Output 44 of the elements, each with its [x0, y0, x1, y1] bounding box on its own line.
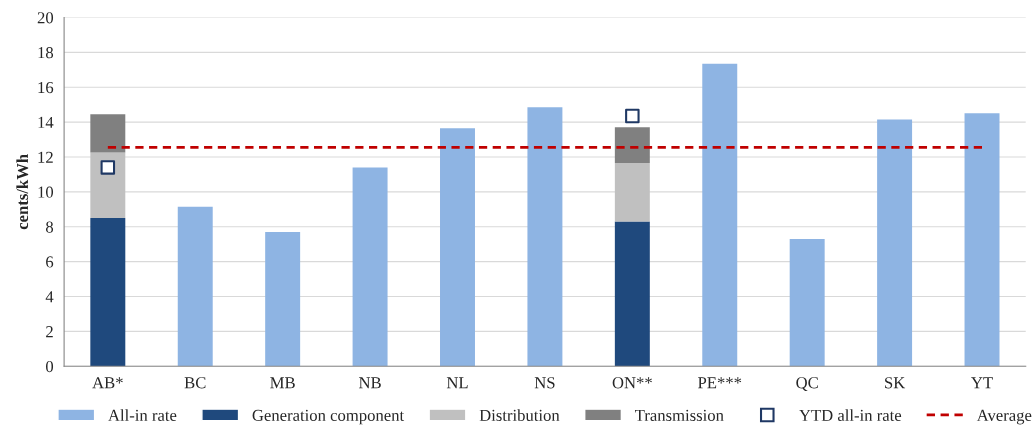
legend-label: YTD all-in rate: [799, 409, 902, 421]
bar: [789, 238, 825, 367]
x-tick-label: AB*: [92, 377, 123, 389]
y-tick-label: 20: [37, 12, 54, 24]
y-tick-label: 8: [45, 221, 54, 233]
bar: [352, 167, 388, 367]
x-tick-label: NL: [446, 377, 468, 389]
legend-label: Transmission: [635, 409, 724, 421]
legend-label: Average: [976, 409, 1032, 425]
bar: [702, 63, 738, 367]
bar: [527, 107, 563, 367]
y-tick-label: 2: [46, 326, 53, 338]
bar: [90, 152, 126, 218]
legend-label: Generation component: [252, 409, 405, 425]
y-axis-title: cents/kWh: [16, 154, 29, 230]
x-tick-label: NS: [534, 377, 555, 389]
legend-label: All-in rate: [108, 409, 177, 421]
y-tick-label: 10: [38, 186, 54, 198]
bar: [877, 119, 913, 367]
legend-label: Distribution: [479, 409, 560, 421]
bar: [614, 163, 650, 222]
bar: [440, 128, 475, 367]
x-tick-label: NB: [358, 377, 381, 389]
y-tick-label: 18: [38, 47, 54, 59]
x-tick-label: MB: [270, 377, 295, 389]
y-tick-label: 6: [46, 256, 54, 268]
x-tick-label: SK: [885, 377, 906, 389]
bar: [90, 114, 126, 153]
bar: [964, 113, 1000, 367]
x-tick-label: BC: [184, 377, 206, 389]
bar: [265, 231, 301, 367]
y-tick-label: 0: [45, 360, 54, 373]
y-tick-label: 4: [45, 291, 54, 303]
bar: [614, 127, 650, 164]
bar: [90, 218, 126, 367]
x-tick-label: PE***: [698, 377, 742, 389]
y-tick-label: 14: [38, 116, 54, 128]
y-tick-label: 12: [38, 151, 53, 163]
x-tick-label: YT: [971, 377, 993, 389]
bar: [177, 206, 213, 367]
bar: [614, 221, 650, 367]
x-tick-label: QC: [796, 377, 818, 391]
y-tick-label: 16: [38, 81, 54, 94]
x-tick-label: ON**: [612, 377, 652, 389]
